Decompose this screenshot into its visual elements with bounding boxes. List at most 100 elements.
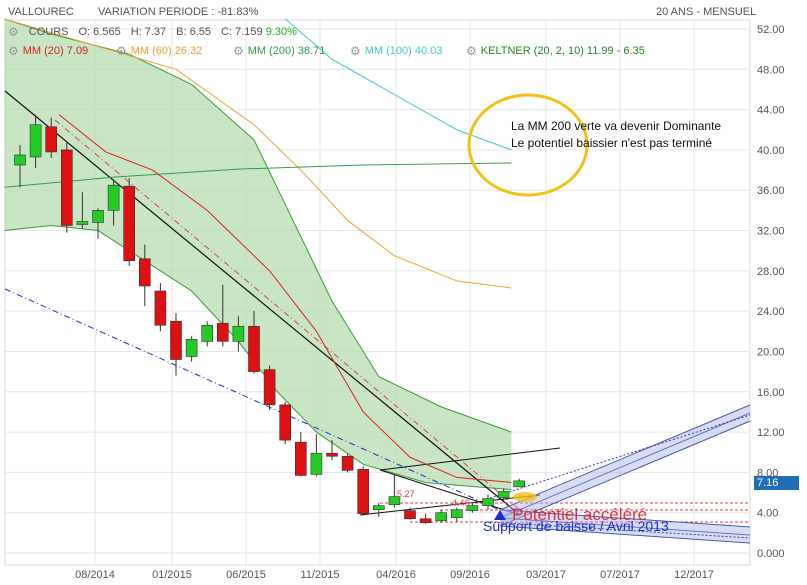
trendline-black-3	[359, 494, 541, 516]
y-tick-label: 4.00	[757, 508, 778, 520]
x-tick-label: 04/2016	[376, 569, 416, 581]
cours-label: COURS	[28, 26, 69, 38]
trendline-black-4	[379, 469, 521, 516]
candle-body	[217, 322, 229, 342]
level-label-2: 4.46	[452, 498, 470, 508]
candle-body	[404, 510, 416, 520]
candle-body	[123, 185, 135, 262]
x-tick-label: 06/2015	[226, 569, 266, 581]
candle-body	[466, 505, 479, 511]
keltner-text: KELTNER (20, 2, 10) 11.99 - 6.35	[480, 45, 645, 57]
level-label-1: 5.27	[397, 489, 415, 499]
x-tick-label: 08/2014	[75, 569, 115, 581]
open-value: O: 6.565	[78, 26, 121, 38]
fan-line-up	[499, 412, 751, 519]
x-tick-label: 03/2017	[526, 569, 566, 581]
legend-mm200[interactable]: ⚙ MM (200) 38.71	[233, 44, 325, 58]
candle-body	[170, 320, 182, 360]
candle-body	[60, 149, 73, 226]
x-tick-label: 11/2015	[301, 569, 340, 581]
stock-title: VALLOUREC	[8, 6, 74, 18]
x-tick-label: 07/2017	[600, 569, 640, 581]
y-tick-label: 24.00	[757, 306, 785, 318]
highlight-blob	[513, 492, 537, 502]
candle-body	[263, 369, 276, 406]
mm20-text: MM (20) 7.09	[22, 45, 89, 57]
close-text: C: 7.159	[221, 26, 263, 38]
y-tick-label: 44.00	[757, 105, 785, 117]
candle-body	[92, 210, 104, 223]
trendline-black	[4, 90, 521, 516]
y-tick-label: 16.00	[757, 387, 785, 399]
low-value: B: 6.55	[176, 26, 212, 38]
gear-icon[interactable]: ⚙	[8, 44, 19, 58]
legend-keltner[interactable]: ⚙ KELTNER (20, 2, 10) 11.99 - 6.35	[466, 44, 645, 58]
close-value: C: 7.159 9.30%	[221, 26, 297, 38]
candle-body	[388, 496, 401, 505]
candle-body	[29, 124, 42, 158]
mm60-text: MM (60) 26.32	[130, 45, 203, 57]
y-tick-label: 32.00	[757, 226, 785, 238]
candle-body	[482, 498, 494, 506]
last-price-badge: 7.16	[754, 476, 799, 490]
candle-body	[201, 324, 213, 342]
legend-mm20[interactable]: ⚙ MM (20) 7.09	[8, 44, 88, 58]
annotation-text: La MM 200 verte va devenir Dominante Le …	[511, 118, 721, 152]
gear-icon[interactable]: ⚙	[350, 44, 361, 58]
fan-band-down	[500, 510, 750, 543]
y-tick-label: 48.00	[757, 64, 785, 76]
candle-body	[76, 221, 89, 225]
candle-body	[294, 441, 307, 476]
support-label: Support de baisse / Avril 2013	[483, 518, 669, 534]
fan-line-up	[499, 420, 751, 527]
y-tick-label: 36.00	[757, 185, 785, 197]
ohlc-legend: ⚙ COURS O: 6.565 H: 7.37 B: 6.55 C: 7.15…	[8, 25, 297, 39]
y-tick-label: 0.000	[757, 548, 785, 560]
y-tick-label: 20.00	[757, 346, 785, 358]
period-label[interactable]: 20 ANS - MENSUEL	[656, 6, 757, 18]
candle-body	[450, 509, 463, 519]
x-tick-label: 09/2016	[450, 569, 490, 581]
fan-dotted-up	[489, 414, 751, 499]
candle-body	[372, 505, 385, 510]
gear-icon[interactable]: ⚙	[116, 44, 127, 58]
trendline-black-2	[379, 447, 561, 471]
mm100-line	[284, 18, 512, 151]
trendline-blue-dashdot	[4, 288, 501, 511]
candle-body	[14, 154, 26, 166]
gear-icon[interactable]: ⚙	[466, 44, 477, 58]
trendline-red-dashdot	[54, 119, 521, 511]
y-tick-label: 28.00	[757, 266, 785, 278]
gear-icon[interactable]: ⚙	[8, 25, 19, 39]
candle-body	[310, 452, 323, 475]
annotation-circle	[467, 93, 589, 197]
candle-body	[107, 184, 120, 211]
mm100-text: MM (100) 40.03	[364, 45, 443, 57]
blue-triangle-marker	[494, 510, 506, 520]
candle-body	[341, 455, 354, 471]
candle-body	[232, 325, 245, 342]
candle-body	[279, 404, 292, 441]
fan-line-down	[499, 525, 751, 544]
candle-body	[139, 258, 151, 287]
candle-body	[248, 325, 260, 372]
mm20-line	[58, 114, 512, 483]
x-tick-label: 12/2017	[674, 569, 714, 581]
candle-body	[497, 491, 510, 498]
fan-dotted-down	[489, 521, 751, 539]
annotation-line-2: Le potentiel baissier n'est pas terminé	[511, 136, 713, 150]
mm200-line	[4, 162, 512, 188]
candle-body	[326, 452, 338, 457]
legend-mm60[interactable]: ⚙ MM (60) 26.32	[116, 44, 202, 58]
y-tick-label: 40.00	[757, 145, 785, 157]
change-text: 9.30%	[265, 26, 297, 38]
gear-icon[interactable]: ⚙	[233, 44, 244, 58]
candle-body	[357, 469, 370, 515]
fan-line-down	[499, 517, 751, 536]
mm60-line	[4, 18, 512, 289]
y-tick-label: 52.00	[757, 24, 785, 36]
legend-mm100[interactable]: ⚙ MM (100) 40.03	[350, 44, 442, 58]
candle-body	[513, 480, 526, 488]
mm200-text: MM (200) 38.71	[247, 45, 326, 57]
